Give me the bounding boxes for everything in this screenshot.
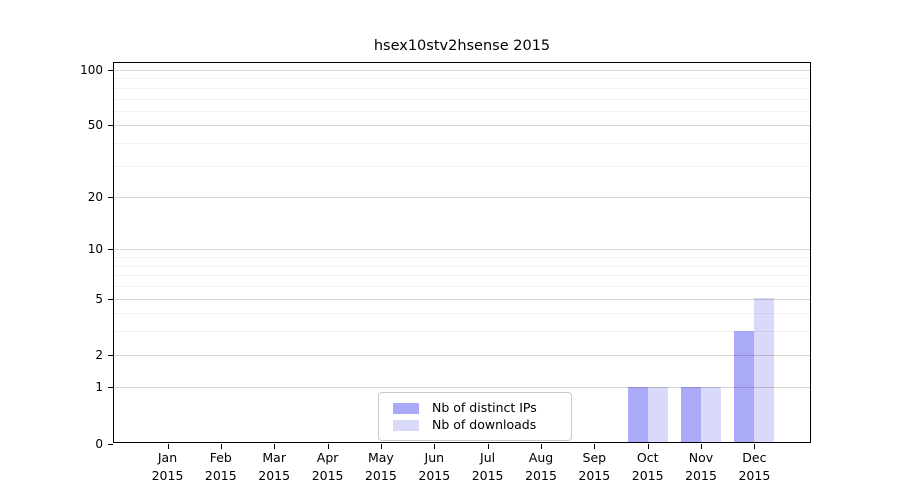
y-axis-tick bbox=[108, 249, 113, 251]
x-tick-year: 2015 bbox=[525, 468, 557, 483]
x-axis-tick-label: Dec 2015 bbox=[722, 449, 786, 485]
gridline-major bbox=[114, 197, 810, 199]
x-axis-tick bbox=[167, 444, 169, 449]
legend-swatch-downloads bbox=[393, 419, 419, 431]
bar-downloads bbox=[701, 387, 721, 444]
gridline-major bbox=[114, 298, 810, 300]
gridline-minor bbox=[114, 143, 810, 144]
x-tick-month: Jul bbox=[480, 450, 496, 465]
x-axis-tick-label: Sep 2015 bbox=[562, 449, 626, 485]
x-axis-tick bbox=[541, 444, 542, 449]
y-axis-tick-label: 10 bbox=[87, 242, 103, 257]
x-axis-tick-label: Nov 2015 bbox=[669, 449, 733, 485]
legend-item-distinct-ips: Nb of distinct IPs bbox=[388, 400, 562, 416]
x-axis-tick bbox=[434, 444, 436, 449]
y-axis-tick bbox=[108, 197, 113, 199]
x-tick-month: Aug bbox=[528, 450, 554, 465]
legend-swatch-distinct-ips bbox=[393, 402, 419, 414]
gridline-minor bbox=[114, 165, 810, 167]
x-tick-month: Oct bbox=[636, 450, 659, 465]
gridline-minor bbox=[114, 110, 810, 112]
x-axis-tick bbox=[594, 444, 596, 449]
y-axis-tick-label: 0 bbox=[95, 436, 103, 451]
gridline-minor bbox=[114, 265, 810, 267]
gridline-major bbox=[114, 125, 810, 127]
plot-frame bbox=[113, 62, 811, 443]
x-axis-tick-label: Jul 2015 bbox=[456, 449, 520, 485]
x-axis-tick-label: Jan 2015 bbox=[136, 449, 200, 485]
legend-item-downloads: Nb of downloads bbox=[388, 417, 562, 433]
gridline-minor bbox=[114, 87, 810, 89]
x-tick-year: 2015 bbox=[631, 468, 664, 483]
x-tick-year: 2015 bbox=[364, 468, 397, 483]
y-axis-tick bbox=[108, 298, 113, 300]
x-tick-year: 2015 bbox=[258, 468, 291, 483]
y-axis-tick bbox=[108, 354, 113, 356]
x-tick-month: Jan bbox=[157, 450, 178, 465]
y-axis-tick-label: 1 bbox=[95, 380, 103, 395]
x-axis-tick bbox=[487, 444, 489, 449]
x-axis-tick bbox=[327, 444, 329, 449]
y-axis-tick-label: 5 bbox=[95, 291, 103, 306]
bar-distinct-ips bbox=[681, 387, 701, 444]
gridline-minor bbox=[114, 275, 810, 277]
x-tick-year: 2015 bbox=[311, 468, 344, 483]
legend-label-downloads: Nb of downloads bbox=[432, 417, 537, 432]
y-axis-tick bbox=[108, 70, 113, 71]
gridline-minor bbox=[114, 98, 810, 100]
gridline-minor bbox=[114, 78, 810, 80]
y-axis-tick bbox=[108, 125, 113, 127]
legend-label-distinct-ips: Nb of distinct IPs bbox=[432, 400, 537, 415]
x-axis-tick-label: Jun 2015 bbox=[402, 449, 466, 485]
x-tick-year: 2015 bbox=[204, 468, 237, 483]
x-tick-year: 2015 bbox=[578, 468, 611, 483]
x-axis-tick bbox=[274, 444, 276, 449]
x-tick-month: Apr bbox=[316, 450, 339, 465]
x-axis-tick bbox=[701, 444, 702, 449]
x-axis-tick bbox=[647, 444, 649, 449]
gridline-minor bbox=[114, 257, 810, 259]
y-axis-tick-label: 20 bbox=[87, 190, 103, 205]
y-axis-tick-label: 2 bbox=[95, 347, 103, 362]
x-tick-month: Dec bbox=[742, 450, 767, 465]
bar-downloads bbox=[754, 298, 775, 444]
x-axis-tick-label: Mar 2015 bbox=[242, 449, 306, 485]
x-tick-year: 2015 bbox=[151, 468, 184, 483]
x-tick-month: Mar bbox=[262, 450, 286, 465]
gridline-minor bbox=[114, 331, 810, 333]
x-axis-tick bbox=[220, 444, 222, 449]
x-tick-year: 2015 bbox=[418, 468, 451, 483]
gridline-major bbox=[114, 387, 810, 389]
x-axis-tick-label: Oct 2015 bbox=[616, 449, 680, 485]
gridline-major bbox=[114, 70, 810, 71]
x-tick-year: 2015 bbox=[738, 468, 771, 483]
x-axis-tick-label: Apr 2015 bbox=[296, 449, 360, 485]
bar-distinct-ips bbox=[627, 387, 648, 444]
bar-distinct-ips bbox=[734, 331, 755, 444]
x-axis-tick bbox=[380, 444, 382, 449]
gridline-minor bbox=[114, 286, 810, 287]
x-tick-month: Feb bbox=[209, 450, 232, 465]
legend: Nb of distinct IPs Nb of downloads bbox=[378, 392, 572, 441]
bar-downloads bbox=[647, 387, 668, 444]
gridline-minor bbox=[114, 313, 810, 315]
y-axis-tick bbox=[108, 387, 113, 389]
y-axis-tick bbox=[108, 443, 113, 445]
x-axis-tick-label: Aug 2015 bbox=[509, 449, 573, 485]
x-axis-tick-label: May 2015 bbox=[349, 449, 413, 485]
x-tick-year: 2015 bbox=[685, 468, 717, 483]
gridline-major bbox=[114, 354, 810, 356]
gridline-major bbox=[114, 249, 810, 251]
chart-title: hsex10stv2hsense 2015 bbox=[373, 38, 551, 54]
x-tick-month: Sep bbox=[582, 450, 607, 465]
x-tick-month: Nov bbox=[688, 450, 714, 465]
x-axis-tick bbox=[754, 444, 756, 449]
x-axis-tick-label: Feb 2015 bbox=[189, 449, 253, 485]
y-axis-tick-label: 100 bbox=[80, 63, 103, 77]
x-tick-month: May bbox=[367, 450, 394, 465]
x-tick-year: 2015 bbox=[471, 468, 504, 483]
y-axis-tick-label: 50 bbox=[87, 118, 103, 133]
x-tick-month: Jun bbox=[424, 450, 445, 465]
